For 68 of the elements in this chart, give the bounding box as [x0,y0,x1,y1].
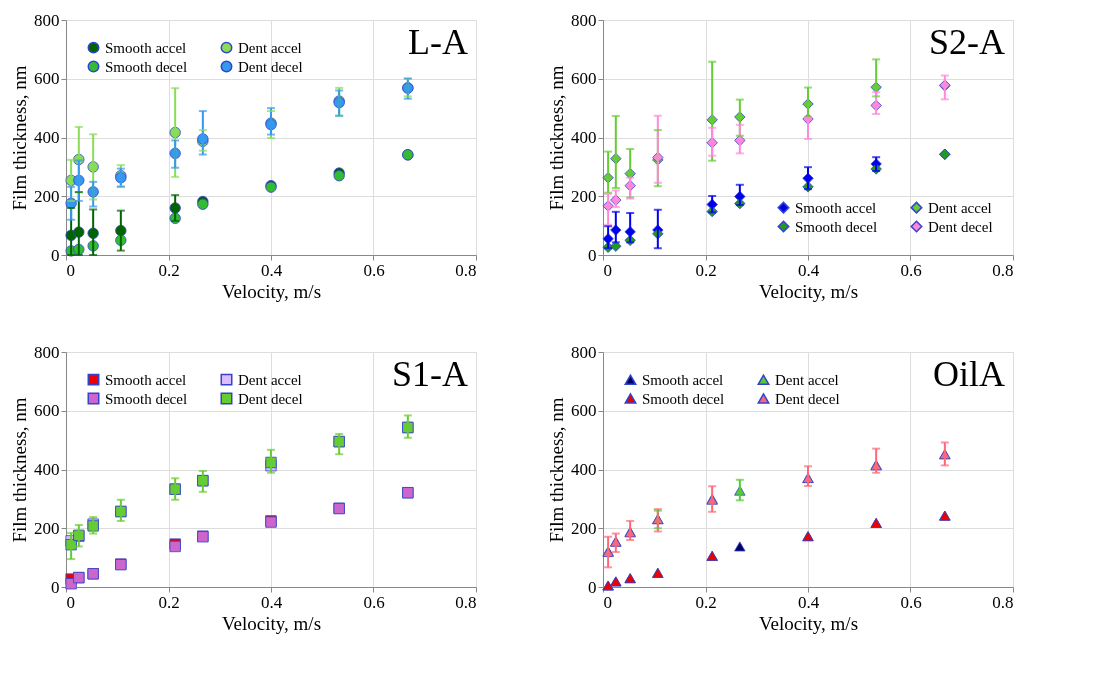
y-tick-label: 0 [588,245,597,265]
legend-label: Smooth decel [105,390,188,407]
legend-label: Dent decel [775,390,840,407]
legend-label: Dent accel [238,39,302,56]
legend-label: Smooth accel [105,371,187,388]
x-tick-label: 0.4 [260,260,283,280]
x-tick-label: 0 [66,592,75,612]
legend-label: Smooth accel [795,199,877,216]
y-tick-label: 600 [571,401,597,421]
x-tick-label: 0.4 [260,592,283,612]
legend-label: Smooth accel [105,39,187,56]
x-tick-label: 0.8 [992,592,1014,612]
y-tick-label: 800 [571,342,597,362]
x-tick-label: 0.6 [363,592,385,612]
chart-title: L-A [408,22,468,62]
x-tick-label: 0 [66,260,75,280]
x-axis-title: Velocity, m/s [758,280,859,302]
y-axis-title: Film thickness, nm [9,397,30,543]
y-tick-label: 200 [571,186,597,206]
x-tick-label: 0 [603,592,612,612]
y-tick-label: 200 [571,518,597,538]
x-tick-label: 0.2 [158,260,180,280]
x-tick-label: 0.2 [695,592,717,612]
y-axis-title: Film thickness, nm [546,65,567,211]
x-tick-label: 0.6 [900,592,922,612]
x-tick-label: 0.8 [992,260,1014,280]
x-tick-label: 0.8 [455,592,477,612]
y-axis-title: Film thickness, nm [546,397,567,543]
y-tick-label: 200 [34,186,60,206]
y-tick-label: 800 [571,10,597,30]
y-tick-label: 200 [34,518,60,538]
legend-label: Dent accel [238,371,302,388]
x-axis-title: Velocity, m/s [758,612,859,634]
legend-label: Dent decel [238,58,303,75]
x-tick-label: 0.4 [797,260,820,280]
y-tick-label: 600 [34,69,60,89]
y-tick-label: 800 [34,10,60,30]
y-tick-label: 400 [34,460,60,479]
legend-label: Smooth decel [105,58,188,75]
x-tick-label: 0.4 [797,592,820,612]
legend-label: Smooth decel [642,390,725,407]
legend-label: Smooth accel [642,371,724,388]
legend-label: Dent accel [928,199,992,216]
y-tick-label: 400 [34,128,60,147]
y-tick-label: 0 [588,577,597,597]
legend-label: Dent accel [775,371,839,388]
chart-title: S1-A [391,354,468,394]
y-tick-label: 0 [51,245,60,265]
chart-title: OilA [933,354,1005,394]
x-tick-label: 0.6 [900,260,922,280]
y-axis-title: Film thickness, nm [9,65,30,211]
y-tick-label: 600 [571,69,597,89]
y-tick-label: 800 [34,342,60,362]
x-tick-label: 0.2 [695,260,717,280]
chart-title: S2-A [928,22,1005,62]
y-tick-label: 600 [34,401,60,421]
legend-label: Dent decel [238,390,303,407]
x-tick-label: 0 [603,260,612,280]
x-axis-title: Velocity, m/s [221,280,322,302]
x-tick-label: 0.6 [363,260,385,280]
y-tick-label: 400 [571,128,597,147]
y-tick-label: 400 [571,460,597,479]
x-tick-label: 0.8 [455,260,477,280]
legend-label: Smooth decel [795,218,878,235]
legend-label: Dent decel [928,218,993,235]
y-tick-label: 0 [51,577,60,597]
x-tick-label: 0.2 [158,592,180,612]
x-axis-title: Velocity, m/s [221,612,322,634]
